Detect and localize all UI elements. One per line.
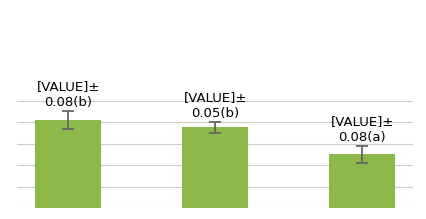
Text: [VALUE]±
0.05(b): [VALUE]± 0.05(b) <box>184 91 247 120</box>
Text: [VALUE]±
0.08(b): [VALUE]± 0.08(b) <box>37 80 100 109</box>
Bar <box>35 120 101 208</box>
Bar <box>329 154 395 208</box>
Bar <box>182 127 248 208</box>
Text: [VALUE]±
0.08(a): [VALUE]± 0.08(a) <box>331 115 394 144</box>
